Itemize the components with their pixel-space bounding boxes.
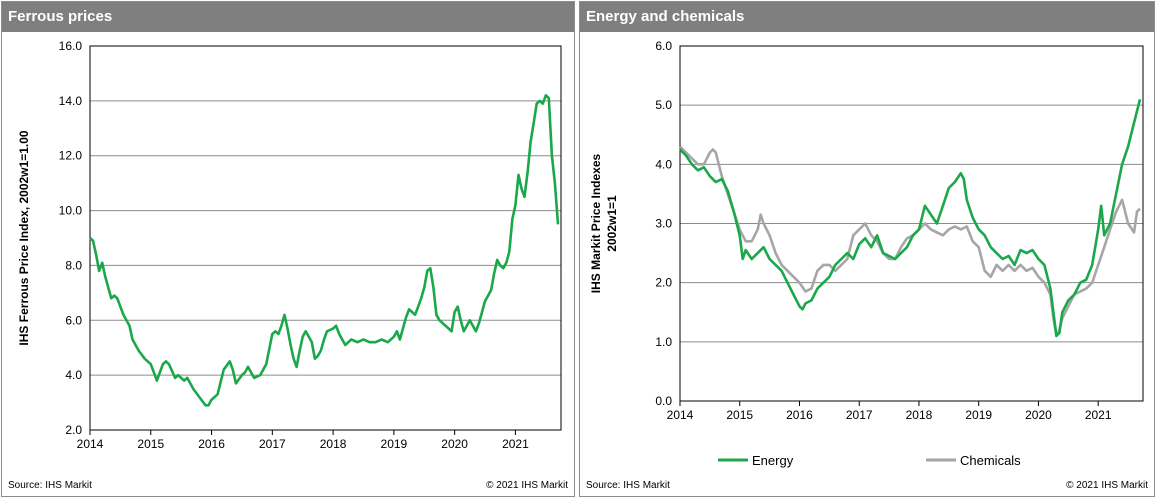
y-tick-label: 2.0 — [65, 423, 82, 437]
y-tick-label: 12.0 — [59, 149, 83, 163]
y-tick-label: 5.0 — [655, 98, 672, 112]
y-tick-label: 0.0 — [655, 394, 672, 408]
y-tick-label: 14.0 — [59, 94, 83, 108]
energy-chart-title: Energy and chemicals — [580, 2, 1154, 32]
y-tick-label: 16.0 — [59, 39, 83, 53]
x-tick-label: 2019 — [965, 408, 992, 422]
series-line-energy — [679, 98, 1142, 338]
y-axis-label: IHS Ferrous Price Index, 2002w1=1.00 — [17, 130, 31, 345]
energy-source-note: Source: IHS Markit — [586, 480, 670, 491]
x-tick-label: 2016 — [198, 437, 225, 451]
ferrous-copyright: © 2021 IHS Markit — [486, 480, 568, 491]
legend-label-energy: Energy — [752, 453, 794, 468]
y-tick-label: 6.0 — [65, 313, 82, 327]
y-tick-label: 6.0 — [655, 39, 672, 53]
x-tick-label: 2015 — [137, 437, 164, 451]
x-tick-label: 2018 — [906, 408, 933, 422]
energy-copyright: © 2021 IHS Markit — [1066, 480, 1148, 491]
ferrous-chart-plot: 2.0 4.0 6.0 8.0 10.0 12.0 14.0 16.0 2014 2015 2016… — [17, 39, 562, 451]
y-axis-label-line: IHS Markit Price Indexes — [589, 153, 603, 293]
ferrous-source-note: Source: IHS Markit — [8, 480, 92, 491]
y-axis-label: IHS Markit Price Indexes 2002w1=1 — [589, 153, 619, 293]
y-tick-label: 4.0 — [655, 157, 672, 171]
y-tick-label: 1.0 — [655, 335, 672, 349]
x-tick-label: 2017 — [846, 408, 873, 422]
x-tick-label: 2020 — [1025, 408, 1052, 422]
x-tick-label: 2018 — [320, 437, 347, 451]
y-tick-label: 8.0 — [65, 258, 82, 272]
energy-chart-panel: Energy and chemicals 0.0 1.0 2.0 3.0 4.0 5.0 6… — [579, 1, 1155, 497]
y-tick-label: 2.0 — [655, 276, 672, 290]
ferrous-chart-title: Ferrous prices — [2, 2, 574, 32]
x-tick-label: 2014 — [667, 408, 694, 422]
ferrous-chart-panel: Ferrous prices 2.0 4.0 6.0 8.0 10.0 12.0 14.0 1… — [1, 1, 575, 497]
x-tick-label: 2021 — [1085, 408, 1112, 422]
series-line-ferrous — [89, 94, 560, 407]
x-tick-label: 2015 — [726, 408, 753, 422]
energy-chart-plot: 0.0 1.0 2.0 3.0 4.0 5.0 6.0 2014 2015 2016 2017 201… — [589, 39, 1144, 468]
x-tick-label: 2016 — [786, 408, 813, 422]
y-axis-label-line: IHS Ferrous Price Index, 2002w1=1.00 — [17, 130, 31, 345]
x-tick-label: 2014 — [77, 437, 104, 451]
y-tick-label: 3.0 — [655, 217, 672, 231]
y-tick-label: 4.0 — [65, 368, 82, 382]
x-tick-label: 2021 — [502, 437, 529, 451]
x-tick-label: 2017 — [259, 437, 286, 451]
legend-label-chemicals: Chemicals — [960, 453, 1021, 468]
x-tick-label: 2019 — [381, 437, 408, 451]
y-axis-label-line: 2002w1=1 — [605, 195, 619, 252]
x-tick-label: 2020 — [441, 437, 468, 451]
y-tick-label: 10.0 — [59, 204, 83, 218]
plot-area-frame — [679, 45, 1144, 402]
